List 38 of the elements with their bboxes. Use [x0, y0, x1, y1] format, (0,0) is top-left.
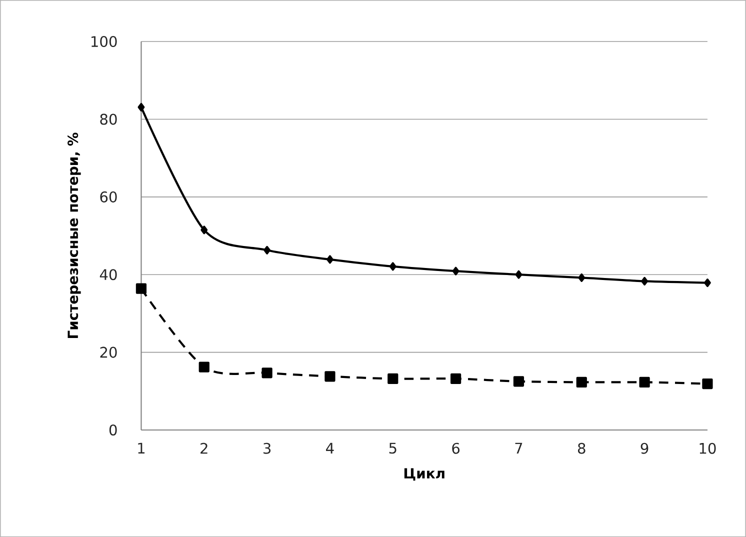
point	[198, 362, 210, 372]
x-tick-label: 9	[640, 442, 648, 454]
y-tick-label: 100	[92, 36, 117, 47]
point	[450, 373, 462, 384]
point	[513, 376, 524, 387]
point	[578, 273, 586, 282]
point	[641, 276, 648, 286]
point	[262, 367, 272, 378]
y-tick-label: 80	[100, 114, 117, 125]
x-tick-label: 7	[515, 442, 522, 454]
x-tick-label: 10	[700, 442, 716, 454]
point	[704, 278, 711, 287]
y-axis-title: Гистерезисные потери, %	[68, 132, 81, 338]
point	[324, 370, 336, 382]
y-tick-label: 0	[109, 424, 117, 436]
point	[389, 262, 396, 271]
x-tick-label: 2	[200, 442, 208, 454]
x-tick-label: 5	[389, 442, 396, 454]
point	[576, 376, 587, 388]
x-tick-label: 6	[452, 442, 460, 454]
x-tick-label: 8	[578, 442, 586, 454]
point	[264, 246, 270, 254]
point	[388, 373, 398, 384]
point	[702, 378, 713, 389]
point	[200, 226, 208, 234]
y-tick-label: 40	[100, 268, 117, 280]
point	[515, 270, 522, 279]
point	[136, 283, 147, 294]
x-tick-label: 1	[138, 442, 144, 454]
x-tick-label: 4	[326, 442, 334, 454]
y-tick-label: 60	[100, 191, 117, 202]
point	[326, 255, 334, 264]
point	[639, 376, 650, 388]
x-axis-title: Цикл	[404, 468, 444, 480]
point	[138, 102, 145, 112]
y-tick-label: 20	[100, 346, 117, 358]
x-tick-label: 3	[264, 442, 271, 454]
point	[452, 266, 460, 276]
